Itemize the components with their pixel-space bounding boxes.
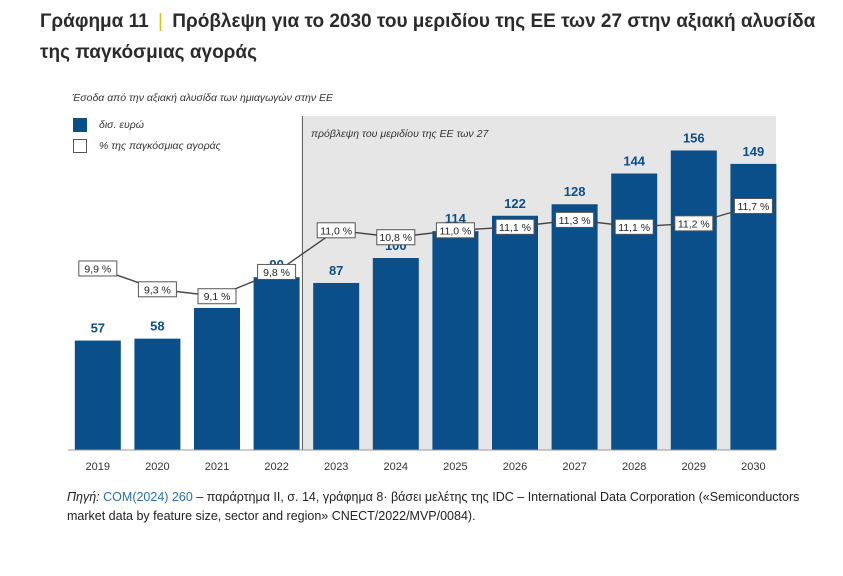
percent-label: 9,3 % [144, 284, 171, 296]
legend-label-percent: % της παγκόσμιας αγοράς [99, 140, 221, 152]
percent-box-2029 [674, 215, 714, 232]
legend-item-percent: % της παγκόσμιας αγοράς [73, 139, 221, 153]
bar-value-label: 87 [329, 263, 343, 278]
bar-2027 [551, 204, 598, 450]
percent-box-2023 [316, 222, 356, 239]
source-link[interactable]: COM(2024) 260 [103, 490, 193, 504]
bar-value-label: 144 [623, 154, 645, 169]
percent-box-2024 [376, 229, 416, 246]
bar-2024 [372, 258, 419, 450]
bar-2025 [432, 231, 479, 450]
bar-2021 [194, 307, 240, 450]
bar-value-label: 57 [91, 321, 105, 336]
bar-value-label: 122 [504, 196, 526, 211]
x-tick-label: 2025 [443, 461, 467, 473]
chart-title-text: Πρόβλεψη για το 2030 του μεριδίου της ΕΕ… [40, 11, 816, 63]
source-label: Πηγή: [67, 490, 100, 504]
x-tick-label: 2030 [741, 461, 765, 473]
source-note: Πηγή: COM(2024) 260 – παράρτημα II, σ. 1… [67, 488, 807, 526]
chart-title: Γράφημα 11 | Πρόβλεψη για το 2030 του με… [40, 6, 820, 68]
forecast-label: πρόβλεψη του μεριδίου της ΕΕ των 27 [311, 128, 489, 140]
legend-swatch-box [73, 139, 87, 153]
percent-label: 9,1 % [204, 291, 231, 303]
title-separator: | [158, 11, 163, 32]
percent-box-2028 [614, 218, 654, 235]
legend-swatch-bar [73, 118, 87, 132]
percent-label: 9,8 % [263, 267, 290, 279]
bar-2023 [313, 282, 360, 450]
percent-label: 11,1 % [618, 222, 650, 234]
bar-2019 [74, 340, 121, 450]
x-tick-label: 2024 [384, 461, 408, 473]
legend-item-euro: δισ. ευρώ [73, 118, 144, 132]
bar-value-label: 58 [150, 319, 164, 334]
x-tick-label: 2027 [562, 461, 586, 473]
x-tick-label: 2029 [682, 461, 706, 473]
x-tick-label: 2028 [622, 461, 646, 473]
percent-label: 11,7 % [737, 201, 769, 213]
bar-2022 [253, 277, 300, 450]
percent-box-2026 [495, 218, 535, 235]
percent-label: 11,1 % [499, 222, 531, 234]
legend-label-euro: δισ. ευρώ [99, 119, 144, 131]
x-tick-label: 2020 [145, 461, 169, 473]
bar-2029 [670, 150, 717, 451]
percent-box-2030 [733, 198, 773, 215]
bar-value-label: 156 [683, 130, 705, 145]
bar-value-label: 128 [564, 184, 586, 199]
source-text: – παράρτημα II, σ. 14, γράφημα 8· βάσει … [67, 490, 800, 523]
percent-box-2025 [435, 222, 475, 239]
percent-box-2019 [78, 260, 118, 277]
x-tick-label: 2019 [86, 461, 110, 473]
x-tick-label: 2026 [503, 461, 527, 473]
percent-label: 9,9 % [84, 263, 111, 275]
percent-label: 11,0 % [439, 225, 471, 237]
chart-title-prefix: Γράφημα 11 [40, 11, 149, 32]
percent-box-2021 [197, 288, 237, 305]
percent-label: 10,8 % [379, 232, 412, 244]
percent-box-2022 [257, 263, 297, 280]
bar-2026 [492, 215, 538, 450]
percent-label: 11,3 % [559, 215, 591, 227]
bar-2020 [134, 338, 181, 450]
percent-label: 11,2 % [678, 218, 710, 230]
chart-subtitle: Έσοδα από την αξιακή αλυσίδα των ημιαγωγ… [72, 92, 334, 104]
percent-label: 11,0 % [320, 225, 352, 237]
bar-value-label: 149 [743, 144, 765, 159]
x-tick-label: 2021 [205, 461, 229, 473]
bar-2028 [611, 173, 658, 450]
x-tick-label: 2022 [264, 461, 288, 473]
x-tick-label: 2023 [324, 461, 348, 473]
percent-box-2027 [555, 211, 595, 228]
percent-box-2020 [137, 281, 177, 298]
